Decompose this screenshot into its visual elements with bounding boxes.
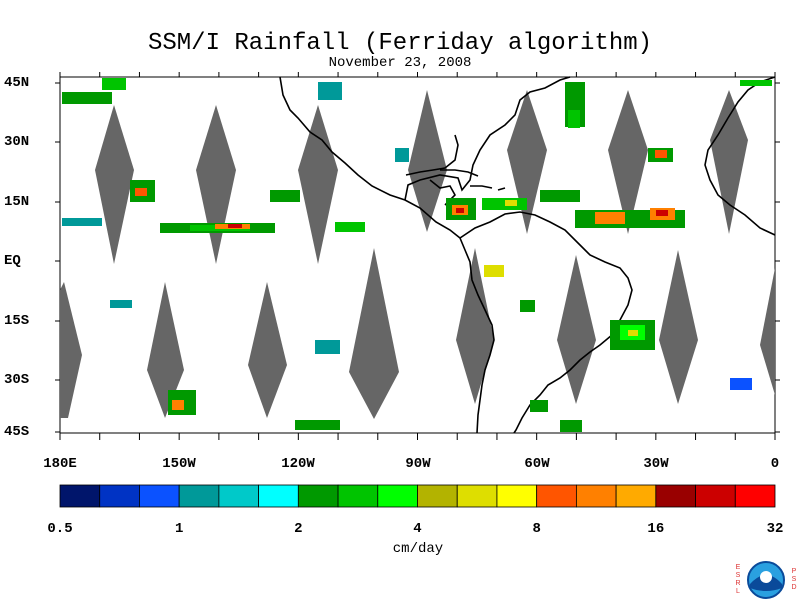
lat-label-30n: 30N	[4, 134, 30, 150]
colorbar-swatch	[695, 484, 736, 508]
lon-label-150w: 150W	[162, 456, 196, 472]
lat-label-30s: 30S	[4, 372, 30, 388]
colorbar-swatch	[297, 484, 339, 508]
lon-label-120w: 120W	[281, 456, 315, 472]
lon-label-30w: 30W	[643, 456, 669, 472]
axis-ticks	[55, 72, 780, 440]
colorbar-tick-label: 32	[766, 521, 784, 537]
colorbar-swatch	[258, 484, 299, 508]
colorbar-tick-label: 2	[294, 521, 303, 537]
colorbar-swatch	[615, 484, 657, 508]
lat-label-15s: 15S	[4, 313, 30, 329]
map-title: SSM/I Rainfall (Ferriday algorithm)	[147, 30, 653, 57]
swath-gaps	[60, 90, 775, 419]
colorbar-swatch	[178, 484, 220, 508]
colorbar-tick-label: 4	[413, 521, 422, 537]
colorbar-swatch	[377, 484, 418, 508]
colorbar-swatch	[337, 484, 379, 508]
rainfall-patches	[62, 78, 772, 432]
colorbar-swatch	[456, 484, 498, 508]
colorbar-tick-label: 0.5	[47, 521, 73, 537]
lon-label-60w: 60W	[524, 456, 550, 472]
colorbar-tick-label: 1	[174, 521, 184, 537]
lat-label-45s: 45S	[4, 424, 30, 440]
colorbar-unit: cm/day	[392, 541, 444, 557]
coastlines	[279, 76, 776, 434]
colorbar-swatch	[655, 484, 696, 508]
colorbar-swatch	[218, 484, 260, 508]
colorbar-swatch	[139, 484, 180, 508]
colorbar-swatch	[59, 484, 101, 508]
colorbar-swatch	[536, 484, 577, 508]
colorbar	[59, 484, 776, 508]
lon-label-0: 0	[770, 456, 780, 472]
colorbar-tick-label: 8	[532, 521, 541, 537]
lat-label-eq: EQ	[4, 253, 21, 269]
colorbar-swatch	[734, 484, 776, 508]
colorbar-swatch	[496, 484, 538, 508]
lat-label-15n: 15N	[4, 194, 30, 210]
lon-label-90w: 90W	[405, 456, 431, 472]
map-date: November 23, 2008	[328, 55, 472, 71]
lon-label-180e: 180E	[43, 456, 77, 472]
colorbar-swatch	[575, 484, 617, 508]
colorbar-swatch	[417, 484, 458, 508]
colorbar-swatch	[99, 484, 140, 508]
colorbar-tick-label: 16	[647, 521, 665, 537]
lat-label-45n: 45N	[4, 75, 30, 91]
